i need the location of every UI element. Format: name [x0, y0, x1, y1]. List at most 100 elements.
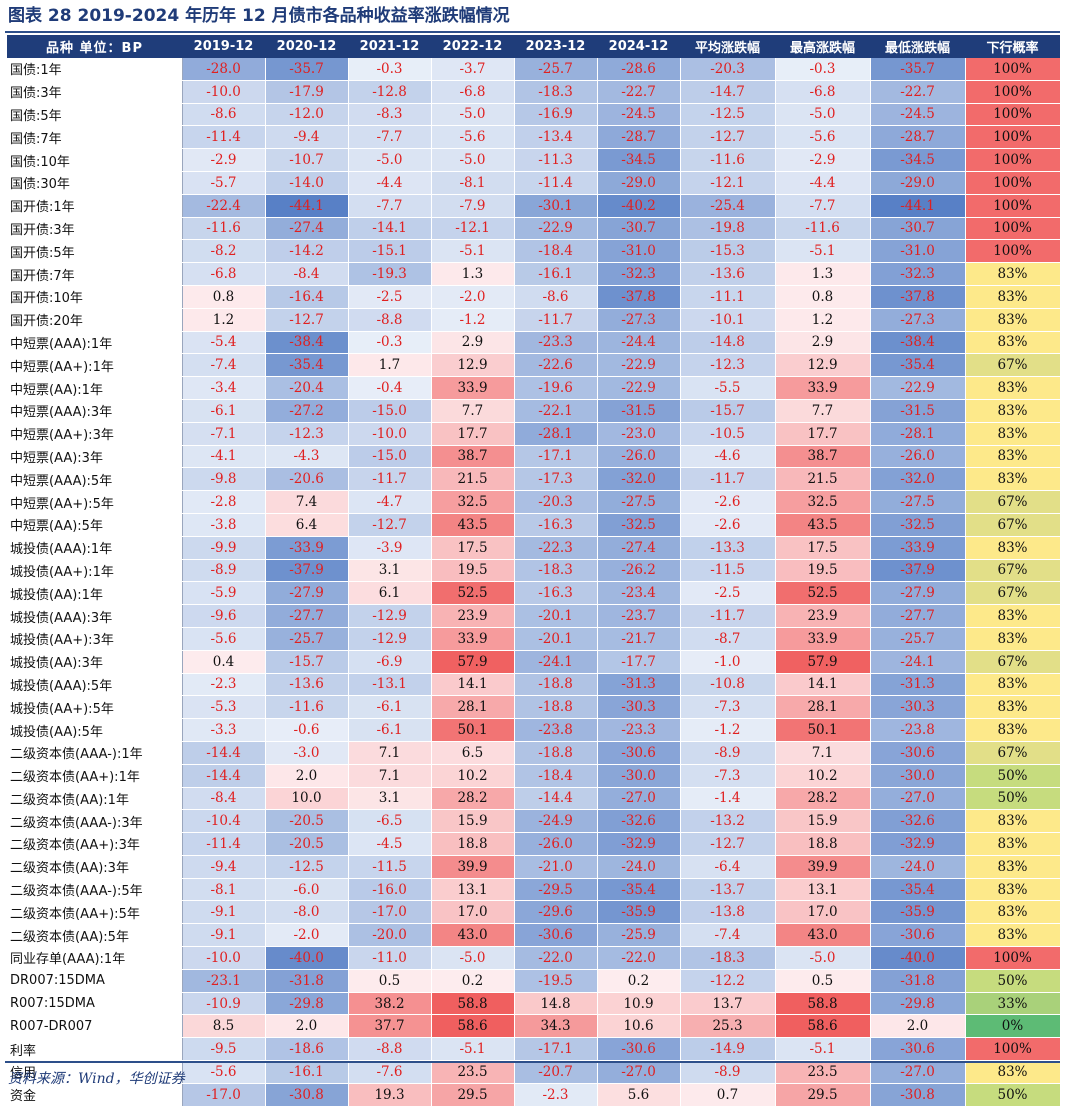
- probability-cell: 100%: [965, 103, 1061, 127]
- value-cell: 43.5: [775, 513, 871, 537]
- column-header: 2024-12: [597, 35, 680, 58]
- table-row: 二级资本债(AA+):1年 -14.4 2.0 7.1 10.2 -18.4 -30.0 -7…: [7, 764, 1061, 788]
- row-label: 国开债:3年: [7, 217, 183, 241]
- value-cell: 32.5: [431, 490, 515, 514]
- value-cell: -3.8: [182, 513, 266, 537]
- table-row: 国债:5年 -8.6 -12.0 -8.3 -5.0 -16.9 -24.5 -12.5 -5.…: [7, 103, 1061, 127]
- value-cell: -24.5: [870, 103, 966, 127]
- value-cell: -37.8: [870, 285, 966, 309]
- value-cell: -29.0: [870, 171, 966, 195]
- value-cell: 57.9: [775, 650, 871, 674]
- value-cell: -30.0: [870, 764, 966, 788]
- value-cell: 0.2: [431, 969, 515, 993]
- value-cell: -32.0: [870, 467, 966, 492]
- probability-cell: 67%: [965, 581, 1061, 606]
- value-cell: -27.4: [597, 536, 681, 560]
- value-cell: 58.6: [431, 1014, 515, 1039]
- value-cell: -31.8: [870, 969, 966, 993]
- value-cell: -18.8: [514, 695, 598, 720]
- value-cell: -2.3: [182, 673, 266, 697]
- value-cell: -18.3: [514, 559, 598, 583]
- value-cell: -27.0: [597, 787, 681, 811]
- value-cell: -6.0: [265, 878, 349, 902]
- value-cell: -22.6: [514, 353, 598, 378]
- value-cell: -2.0: [265, 923, 349, 948]
- value-cell: -27.3: [870, 308, 966, 332]
- table-row: 二级资本债(AA):5年 -9.1 -2.0 -20.0 43.0 -30.6 -25.9-…: [7, 923, 1061, 948]
- probability-cell: 100%: [965, 80, 1061, 104]
- value-cell: -22.3: [514, 536, 598, 560]
- value-cell: -2.5: [680, 581, 776, 606]
- value-cell: -18.6: [265, 1037, 349, 1062]
- value-cell: -9.4: [265, 125, 349, 150]
- probability-cell: 50%: [965, 969, 1061, 993]
- value-cell: -30.6: [597, 1037, 681, 1062]
- probability-cell: 100%: [965, 148, 1061, 172]
- value-cell: -17.0: [348, 900, 432, 925]
- value-cell: -32.5: [870, 513, 966, 537]
- value-cell: -11.3: [514, 148, 598, 172]
- probability-cell: 0%: [965, 1014, 1061, 1039]
- value-cell: 10.0: [265, 787, 349, 811]
- value-cell: -23.8: [870, 718, 966, 742]
- value-cell: 10.2: [775, 764, 871, 788]
- table-row: 中短票(AAA):5年 -9.8 -20.6 -11.7 21.5 -17.3 -32.0-…: [7, 467, 1061, 492]
- value-cell: 52.5: [431, 581, 515, 606]
- value-cell: -7.7: [348, 125, 432, 150]
- probability-cell: 67%: [965, 650, 1061, 674]
- table-row: 城投债(AA+):3年 -5.6 -25.7 -12.9 33.9 -20.1 -21.7-…: [7, 627, 1061, 651]
- table-row: 中短票(AA+):1年 -7.4 -35.4 1.7 12.9 -22.6 -22.9 -12…: [7, 353, 1061, 378]
- value-cell: 0.8: [775, 285, 871, 309]
- value-cell: 57.9: [431, 650, 515, 674]
- value-cell: 17.5: [431, 536, 515, 560]
- table-row: 二级资本债(AA):1年 -8.4 10.0 3.1 28.2 -14.4 -27.0 -1.…: [7, 787, 1061, 811]
- row-label: 国开债:20年: [7, 308, 183, 332]
- value-cell: -9.5: [182, 1037, 266, 1062]
- value-cell: 10.2: [431, 764, 515, 788]
- value-cell: -17.9: [265, 80, 349, 104]
- value-cell: -22.9: [597, 353, 681, 378]
- value-cell: -24.1: [514, 650, 598, 674]
- value-cell: -5.6: [431, 125, 515, 150]
- row-label: 二级资本债(AA):5年: [7, 923, 183, 948]
- value-cell: 58.6: [775, 1014, 871, 1039]
- row-label: 同业存单(AAA):1年: [7, 946, 183, 970]
- value-cell: -28.6: [597, 58, 681, 81]
- probability-cell: 100%: [965, 239, 1061, 264]
- value-cell: -19.5: [514, 969, 598, 993]
- table-row: 国开债:5年 -8.2 -14.2 -15.1 -5.1 -18.4 -31.0 -15.3-…: [7, 239, 1061, 264]
- value-cell: -8.2: [182, 239, 266, 264]
- value-cell: -15.3: [680, 239, 776, 264]
- value-cell: -14.4: [514, 787, 598, 811]
- table-row: 城投债(AA):5年 -3.3 -0.6 -6.1 50.1 -23.8 -23.3 -1.2…: [7, 718, 1061, 742]
- value-cell: -32.3: [870, 262, 966, 286]
- value-cell: -11.6: [775, 217, 871, 241]
- value-cell: -8.1: [431, 171, 515, 195]
- table-row: 二级资本债(AA):3年 -9.4 -12.5 -11.5 39.9 -21.0 -24.0…: [7, 855, 1061, 879]
- value-cell: -0.3: [775, 58, 871, 81]
- table-row: R007:15DMA -10.9 -29.8 38.2 58.8 14.8 10.9 13.7…: [7, 992, 1061, 1016]
- value-cell: -12.7: [265, 308, 349, 332]
- value-cell: -5.5: [680, 376, 776, 400]
- probability-cell: 100%: [965, 58, 1061, 81]
- value-cell: -21.0: [514, 855, 598, 879]
- value-cell: -10.0: [348, 422, 432, 446]
- row-label: 国开债:5年: [7, 239, 183, 264]
- value-cell: -16.1: [265, 1060, 349, 1084]
- value-cell: 28.1: [775, 695, 871, 720]
- value-cell: -15.0: [348, 445, 432, 469]
- value-cell: 19.5: [775, 559, 871, 583]
- value-cell: -11.5: [680, 559, 776, 583]
- value-cell: -18.8: [514, 740, 598, 765]
- value-cell: 1.2: [775, 308, 871, 332]
- value-cell: -19.3: [348, 262, 432, 286]
- table-row: 中短票(AA):3年 -4.1 -4.3 -15.0 38.7 -17.1 -26.0 -4.…: [7, 445, 1061, 469]
- table-row: 中短票(AA+):3年 -7.1 -12.3 -10.0 17.7 -28.1 -23.0-…: [7, 422, 1061, 446]
- value-cell: -34.5: [870, 148, 966, 172]
- value-cell: -2.9: [775, 148, 871, 172]
- probability-cell: 50%: [965, 787, 1061, 811]
- value-cell: 18.8: [775, 832, 871, 856]
- value-cell: -22.9: [597, 376, 681, 400]
- value-cell: -12.9: [348, 604, 432, 628]
- value-cell: -4.5: [348, 832, 432, 856]
